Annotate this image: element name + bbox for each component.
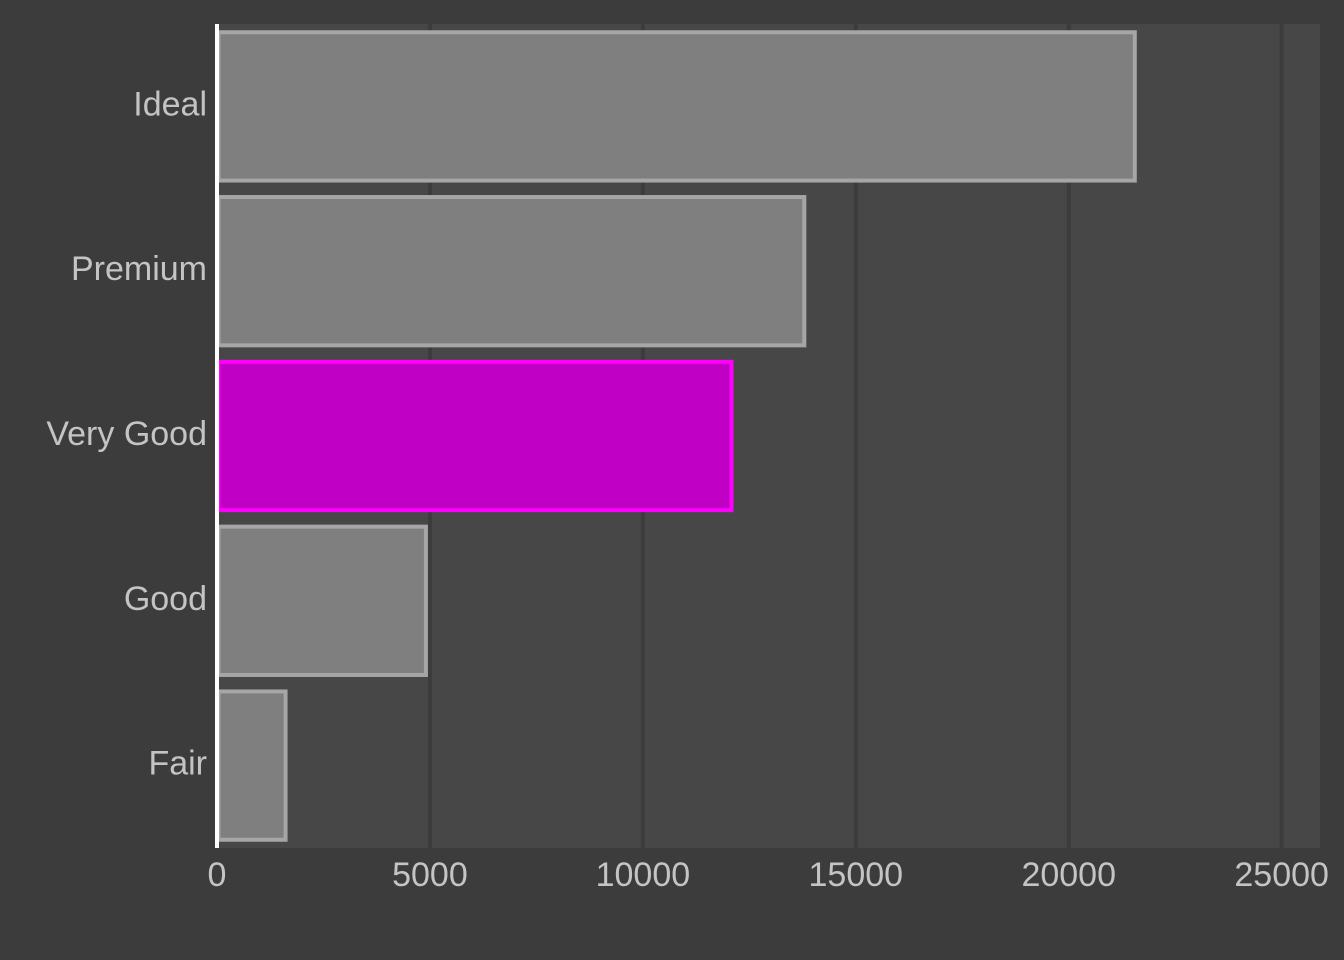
category-labels: Ideal Premium Very Good Good Fair — [46, 85, 207, 782]
x-tick-label-20000: 20000 — [1021, 856, 1116, 894]
category-label-ideal: Ideal — [133, 85, 207, 123]
bar-ideal — [216, 30, 1137, 183]
x-tick-label-15000: 15000 — [809, 856, 904, 894]
bar-premium — [216, 195, 807, 348]
x-tick-label-10000: 10000 — [596, 856, 691, 894]
bar-fair — [216, 689, 288, 842]
x-tick-label-25000: 25000 — [1234, 856, 1329, 894]
category-label-very-good: Very Good — [46, 415, 207, 453]
x-tick-labels: 0 5000 10000 15000 20000 25000 — [208, 856, 1329, 894]
x-tick-label-5000: 5000 — [392, 856, 468, 894]
category-label-good: Good — [124, 580, 207, 618]
category-label-fair: Fair — [148, 745, 207, 783]
bar-good — [216, 524, 428, 677]
category-label-premium: Premium — [71, 250, 207, 288]
bar-very-good — [216, 359, 734, 513]
x-tick-label-0: 0 — [208, 856, 227, 894]
